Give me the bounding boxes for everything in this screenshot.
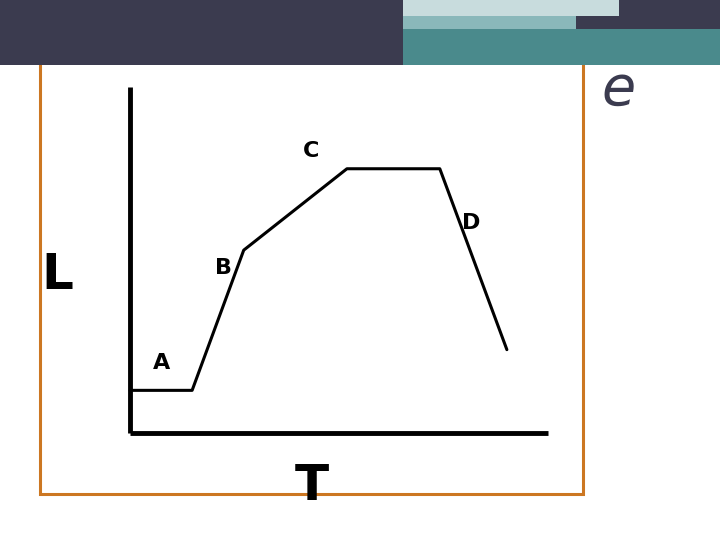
Text: C: C bbox=[302, 140, 319, 161]
Text: A: A bbox=[153, 353, 170, 373]
Text: e: e bbox=[601, 63, 635, 116]
Bar bbox=[403, 29, 720, 65]
Text: B: B bbox=[215, 258, 232, 278]
Bar bbox=[403, 0, 576, 29]
Bar bbox=[403, 0, 619, 16]
Text: D: D bbox=[462, 213, 480, 233]
Text: T: T bbox=[294, 462, 328, 510]
Text: L: L bbox=[42, 252, 73, 299]
